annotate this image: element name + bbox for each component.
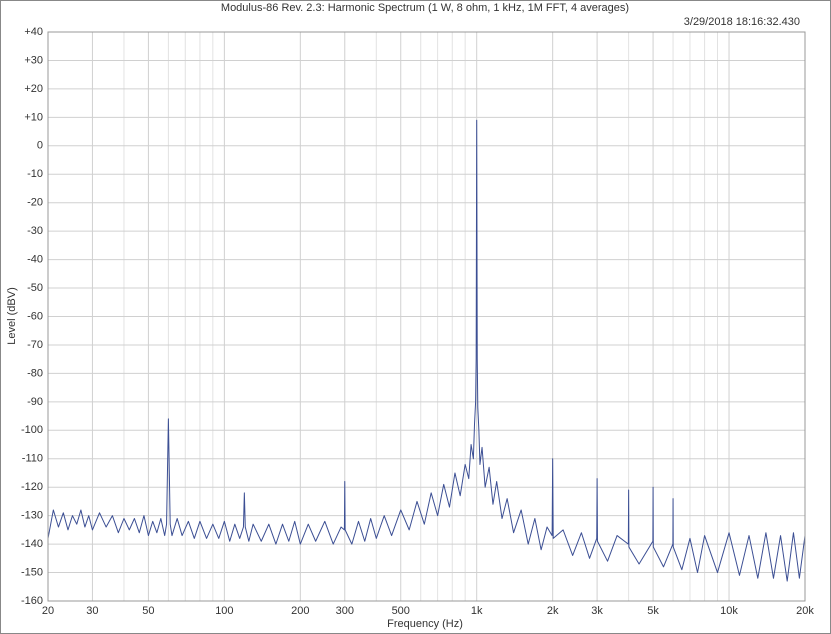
x-tick-label: 100 — [215, 605, 233, 617]
x-axis-label: Frequency (Hz) — [387, 618, 463, 630]
y-tick-label: -150 — [21, 566, 43, 578]
x-tick-label: 2k — [547, 605, 559, 617]
x-tick-label: 50 — [142, 605, 154, 617]
x-tick-label: 5k — [647, 605, 659, 617]
y-tick-label: -110 — [22, 453, 43, 465]
x-tick-label: 500 — [392, 605, 410, 617]
y-tick-label: 0 — [37, 140, 43, 152]
y-tick-label: +10 — [24, 111, 43, 123]
y-tick-label: -90 — [27, 396, 43, 408]
x-tick-label: 300 — [336, 605, 354, 617]
y-tick-label: -30 — [27, 225, 43, 237]
y-tick-label: +20 — [24, 83, 43, 95]
y-tick-label: +30 — [24, 54, 43, 66]
y-tick-label: -70 — [27, 339, 43, 351]
y-tick-label: -120 — [21, 481, 43, 493]
chart-title: Modulus-86 Rev. 2.3: Harmonic Spectrum (… — [221, 2, 629, 14]
y-tick-label: -10 — [27, 168, 43, 180]
plot-border — [47, 31, 806, 602]
y-axis-label: Level (dBV) — [6, 287, 18, 344]
y-tick-label: -100 — [21, 424, 43, 436]
y-tick-label: -140 — [21, 538, 43, 550]
x-tick-label: 1k — [471, 605, 483, 617]
spectrum-line — [47, 119, 806, 582]
x-tick-label: 20 — [42, 605, 54, 617]
x-tick-label: 200 — [291, 605, 309, 617]
y-tick-label: -130 — [21, 510, 43, 522]
y-tick-label: -80 — [27, 367, 43, 379]
y-tick-label: -160 — [21, 595, 43, 607]
x-tick-label: 20k — [796, 605, 814, 617]
x-tick-label: 3k — [591, 605, 603, 617]
y-tick-label: -20 — [27, 197, 43, 209]
x-tick-label: 30 — [86, 605, 98, 617]
y-tick-label: +40 — [24, 26, 43, 38]
timestamp: 3/29/2018 18:16:32.430 — [684, 16, 800, 28]
x-tick-label: 10k — [720, 605, 738, 617]
y-tick-label: -60 — [27, 310, 43, 322]
y-tick-label: -50 — [27, 282, 43, 294]
y-tick-label: -40 — [27, 254, 43, 266]
